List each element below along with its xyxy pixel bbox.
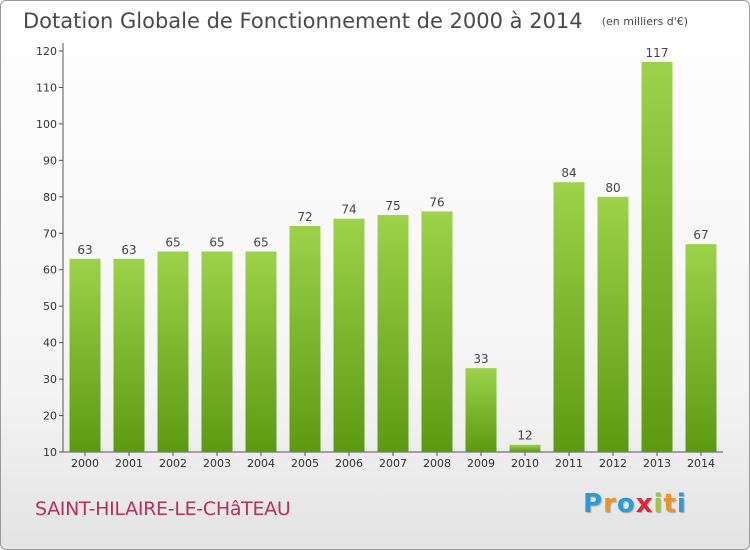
bar-2007 — [377, 215, 409, 452]
x-tick-label: 2013 — [643, 457, 671, 470]
logo-letter: o — [616, 489, 636, 519]
x-tick-label: 2010 — [511, 457, 539, 470]
y-tick-label: 100 — [36, 118, 57, 131]
chart-bars — [69, 61, 717, 452]
value-label: 65 — [209, 236, 224, 250]
value-label: 63 — [77, 243, 92, 257]
x-tick-label: 2012 — [599, 457, 627, 470]
bar-2010 — [509, 444, 541, 452]
bar-2003 — [201, 251, 233, 452]
value-label: 74 — [341, 203, 356, 217]
y-tick-label: 20 — [43, 410, 57, 423]
value-label: 75 — [385, 199, 400, 213]
y-tick-label: 110 — [36, 81, 57, 94]
value-label: 33 — [473, 352, 488, 366]
x-tick-label: 2003 — [203, 457, 231, 470]
chart-labels: 2000 63 2001 63 2002 65 2003 65 2004 65 2005 72 2006… — [71, 46, 715, 470]
y-tick-label: 40 — [43, 337, 57, 350]
x-tick-label: 2001 — [115, 457, 143, 470]
logo-letter: r — [603, 489, 617, 519]
bar-2013 — [641, 61, 673, 452]
value-label: 76 — [429, 195, 444, 209]
chart-subtitle: (en milliers d'€) — [601, 15, 689, 28]
x-tick-label: 2007 — [379, 457, 407, 470]
x-tick-label: 2002 — [159, 457, 187, 470]
value-label: 72 — [297, 210, 312, 224]
chart-title: Dotation Globale de Fonctionnement de 20… — [23, 9, 583, 33]
bar-2004 — [245, 251, 277, 452]
y-tick-label: 70 — [43, 227, 57, 240]
value-label: 65 — [165, 236, 180, 250]
y-tick-label: 50 — [43, 300, 57, 313]
y-tick-label: 60 — [43, 264, 57, 277]
bar-2011 — [553, 182, 585, 452]
logo-letter: x — [635, 489, 654, 519]
y-tick-label: 120 — [36, 45, 57, 58]
bar-2009 — [465, 368, 497, 452]
bar-2001 — [113, 258, 145, 452]
bar-2000 — [69, 258, 101, 452]
x-tick-label: 2006 — [335, 457, 363, 470]
y-tick-label: 80 — [43, 191, 57, 204]
value-label: 65 — [253, 236, 268, 250]
x-tick-label: 2009 — [467, 457, 495, 470]
bar-2012 — [597, 196, 629, 452]
bar-2005 — [289, 225, 321, 452]
y-tick-label: 90 — [43, 154, 57, 167]
logo-letter: i — [653, 489, 664, 519]
x-tick-label: 2008 — [423, 457, 451, 470]
y-tick-label: 30 — [43, 373, 57, 386]
chart-axes: 10 20 30 40 50 60 70 80 90 100 110 120 — [36, 43, 723, 459]
x-tick-label: 2000 — [71, 457, 99, 470]
x-tick-label: 2014 — [687, 457, 715, 470]
x-tick-label: 2011 — [555, 457, 583, 470]
value-label: 67 — [693, 228, 708, 242]
value-label: 84 — [561, 166, 576, 180]
proxiti-logo[interactable]: Proxiti — [583, 489, 687, 519]
bar-2006 — [333, 218, 365, 452]
logo-letter: P — [583, 489, 604, 519]
x-tick-label: 2005 — [291, 457, 319, 470]
title-row: Dotation Globale de Fonctionnement de 20… — [23, 9, 688, 33]
bar-2002 — [157, 251, 189, 452]
y-tick-label: 10 — [43, 446, 57, 459]
value-label: 80 — [605, 181, 620, 195]
bar-2014 — [685, 244, 717, 452]
value-label: 63 — [121, 243, 136, 257]
logo-letter: t — [663, 489, 677, 519]
commune-name: SAINT-HILAIRE-LE-CHâTEAU — [35, 498, 291, 520]
value-label: 12 — [517, 429, 532, 443]
bar-2008 — [421, 211, 453, 452]
value-label: 117 — [646, 46, 669, 60]
x-tick-label: 2004 — [247, 457, 275, 470]
logo-letter: i — [676, 489, 687, 519]
